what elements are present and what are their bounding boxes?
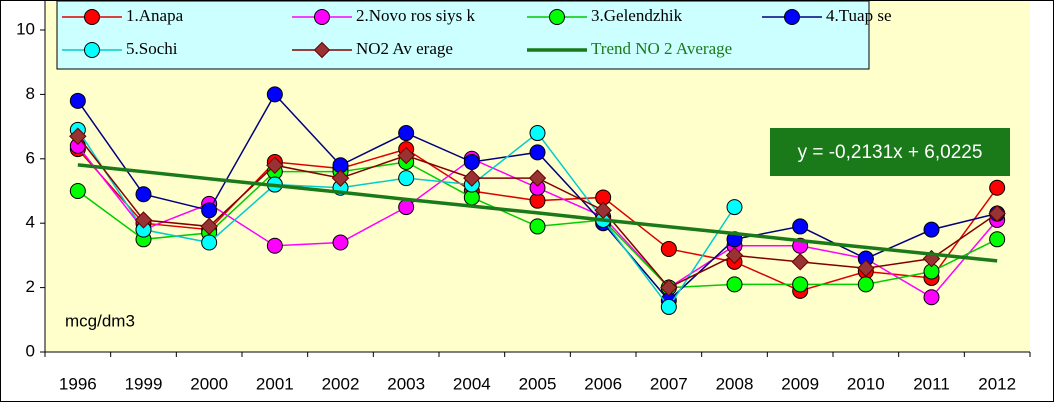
x-tick-label: 2012 [978,374,1016,393]
y-tick-label: 4 [26,213,35,232]
legend-marker [549,9,565,25]
data-point [331,169,350,187]
y-tick-label: 8 [26,84,35,103]
data-point [660,240,677,257]
equation: y = -0,2131x + 6,0225 [798,142,983,163]
x-tick-label: 2010 [847,374,885,393]
x-tick-label: 2009 [781,374,819,393]
legend-label: 1.Anapa [126,6,184,25]
legend-label: 4.Tuap se [826,6,892,25]
data-point [857,276,874,293]
data-point [529,125,546,142]
data-point [989,179,1006,196]
x-tick-label: 2005 [519,374,557,393]
data-point [200,217,218,236]
data-point [266,86,283,103]
data-point [398,199,415,216]
data-point [726,199,743,216]
data-point [201,202,218,219]
legend-box [56,0,870,70]
data-point [725,246,744,265]
data-point [463,169,481,187]
x-tick-label: 1996 [59,374,97,393]
data-point [923,221,940,238]
data-point [463,154,480,171]
x-tick-label: 2000 [190,374,228,393]
y-tick-label: 2 [26,277,35,296]
data-point [792,276,809,293]
legend-label: 5.Sochi [126,39,178,58]
unit-label: mcg/dm3 [65,311,135,330]
data-point [923,289,940,306]
data-point [135,186,152,203]
data-point [726,276,743,293]
data-point [397,146,415,165]
legend-marker [784,9,800,25]
x-tick-label: 2004 [453,374,491,393]
data-point [791,253,809,271]
data-point [660,278,678,297]
data-point [266,156,284,174]
data-point [398,170,415,187]
data-point [69,92,86,109]
data-point [266,237,283,254]
x-tick-label: 1999 [125,374,163,393]
y-tick-label: 0 [26,341,35,360]
x-tick-label: 2002 [322,374,360,393]
data-point [792,218,809,235]
equation-box [770,128,1010,176]
legend-label: Trend NO 2 Average [591,39,732,58]
trend-line [77,163,998,263]
x-tick-label: 2006 [584,374,622,393]
legend-marker [313,41,331,59]
data-point [69,127,87,145]
data-point [660,298,677,315]
legend-label: 2.Novo ros siys k [356,6,476,25]
x-tick-label: 2011 [913,374,950,393]
y-tick-label: 10 [16,19,35,38]
data-point [332,234,349,251]
legend-label: NO2 Av erage [356,39,453,58]
data-point [988,204,1006,223]
data-point [529,144,546,161]
x-tick-label: 2008 [716,374,754,393]
data-point [989,231,1006,248]
x-tick-label: 2007 [650,374,688,393]
data-point [69,183,86,199]
data-point [528,169,547,187]
legend-marker [314,9,330,25]
x-tick-label: 2001 [256,374,294,393]
data-point [857,259,875,277]
legend-marker [84,42,100,58]
data-point [201,234,218,251]
data-point [398,125,415,142]
legend-label: 3.Gelendzhik [591,6,683,25]
data-point [134,211,153,229]
legend-marker [84,9,100,25]
x-tick-label: 2003 [387,374,425,393]
data-point [529,218,546,235]
y-tick-label: 6 [26,148,35,167]
